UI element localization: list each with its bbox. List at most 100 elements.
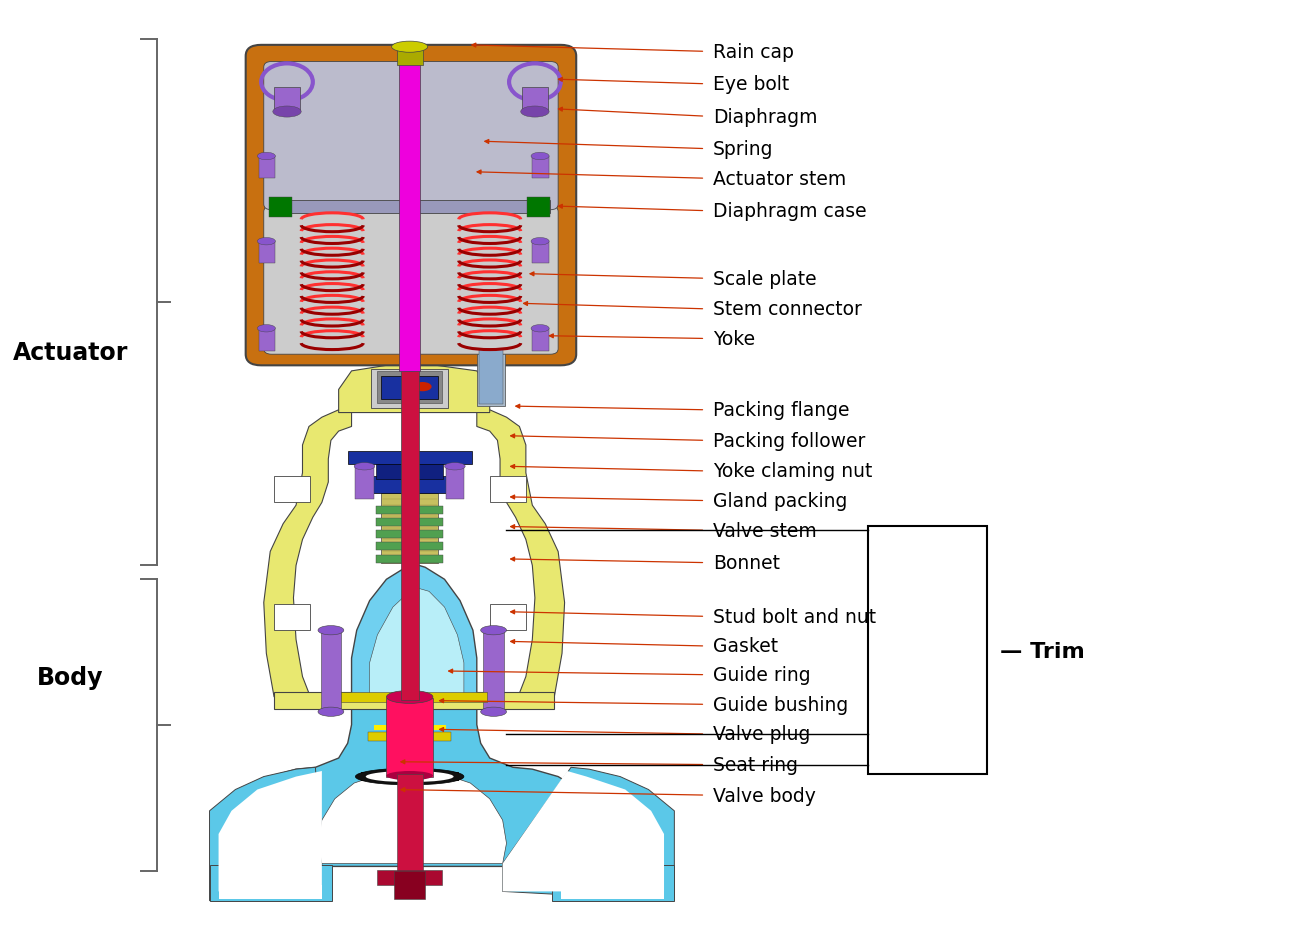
Text: Gland packing: Gland packing	[713, 492, 847, 510]
Bar	[361, 772, 459, 781]
Polygon shape	[210, 767, 323, 901]
Ellipse shape	[257, 325, 275, 332]
Ellipse shape	[520, 107, 549, 118]
Text: Diaphragm case: Diaphragm case	[713, 202, 867, 221]
Bar	[522, 87, 548, 110]
Text: Valve plug: Valve plug	[713, 725, 810, 743]
Bar	[258, 329, 275, 351]
Bar	[269, 198, 292, 218]
Text: Stud bolt and nut: Stud bolt and nut	[713, 607, 876, 626]
Bar	[376, 543, 443, 550]
Bar	[387, 698, 433, 777]
Bar	[527, 198, 551, 218]
Bar	[401, 368, 418, 700]
Bar	[368, 732, 451, 741]
Polygon shape	[351, 563, 477, 697]
Bar	[477, 346, 505, 406]
Bar	[378, 371, 442, 404]
Text: — Trim: — Trim	[1000, 641, 1084, 661]
Ellipse shape	[387, 771, 433, 780]
Bar	[446, 467, 464, 499]
Ellipse shape	[400, 55, 420, 62]
Polygon shape	[502, 767, 674, 901]
Ellipse shape	[355, 768, 464, 785]
Bar	[532, 157, 549, 179]
Ellipse shape	[444, 463, 465, 470]
Text: Gasket: Gasket	[713, 637, 779, 656]
Text: Valve stem: Valve stem	[713, 522, 817, 540]
Bar	[347, 451, 472, 465]
Ellipse shape	[319, 625, 343, 635]
Text: Actuator stem: Actuator stem	[713, 170, 847, 188]
Text: Packing flange: Packing flange	[713, 401, 850, 419]
Polygon shape	[477, 410, 565, 697]
Text: Bonnet: Bonnet	[713, 553, 780, 573]
Bar	[274, 87, 300, 110]
Bar	[274, 477, 311, 503]
Bar	[484, 630, 503, 712]
Bar	[382, 376, 438, 399]
Text: Diaphragm: Diaphragm	[713, 108, 818, 126]
Polygon shape	[219, 771, 323, 892]
Polygon shape	[502, 771, 665, 892]
Polygon shape	[338, 362, 490, 413]
Bar	[490, 605, 526, 630]
Ellipse shape	[387, 690, 433, 703]
Bar	[395, 871, 425, 899]
Text: Valve body: Valve body	[713, 786, 815, 805]
Text: Eye bolt: Eye bolt	[713, 75, 789, 94]
Bar	[341, 692, 488, 702]
Text: Seat ring: Seat ring	[713, 755, 798, 774]
Bar	[561, 885, 665, 899]
Text: Rain cap: Rain cap	[713, 43, 794, 62]
Ellipse shape	[531, 153, 549, 161]
Text: Stem connector: Stem connector	[713, 300, 861, 319]
Bar	[376, 519, 443, 526]
Bar	[490, 477, 526, 503]
Bar	[480, 349, 502, 405]
Text: Packing follower: Packing follower	[713, 432, 865, 450]
Ellipse shape	[257, 153, 275, 161]
Polygon shape	[264, 410, 351, 697]
Bar	[371, 369, 448, 408]
Ellipse shape	[531, 325, 549, 332]
Bar	[552, 866, 674, 901]
Bar	[382, 494, 438, 563]
Bar	[378, 870, 442, 885]
Bar	[219, 885, 323, 899]
Bar	[532, 329, 549, 351]
Bar	[376, 556, 443, 563]
Ellipse shape	[481, 625, 506, 635]
Bar	[868, 527, 987, 774]
Text: Actuator: Actuator	[12, 341, 127, 365]
Text: Spring: Spring	[713, 140, 773, 159]
Ellipse shape	[354, 463, 375, 470]
Ellipse shape	[392, 42, 427, 53]
Ellipse shape	[413, 382, 431, 392]
Bar	[210, 866, 332, 901]
Ellipse shape	[401, 365, 418, 372]
Bar	[376, 531, 443, 538]
Bar	[271, 201, 551, 214]
Ellipse shape	[481, 707, 506, 716]
Bar	[258, 157, 275, 179]
Ellipse shape	[257, 238, 275, 246]
FancyBboxPatch shape	[245, 45, 577, 366]
Text: Yoke: Yoke	[713, 329, 755, 349]
Bar	[258, 242, 275, 264]
Bar	[397, 774, 422, 871]
Text: Body: Body	[37, 664, 104, 689]
Bar	[274, 605, 311, 630]
Polygon shape	[370, 586, 464, 695]
FancyBboxPatch shape	[264, 62, 558, 211]
Text: Scale plate: Scale plate	[713, 269, 817, 289]
Text: Guide ring: Guide ring	[713, 665, 810, 685]
Bar	[371, 477, 448, 494]
Text: Yoke claming nut: Yoke claming nut	[713, 462, 872, 481]
Bar	[274, 692, 555, 709]
Bar	[397, 45, 422, 66]
Bar	[532, 242, 549, 264]
Bar	[374, 725, 446, 730]
Bar	[321, 630, 341, 712]
Ellipse shape	[319, 707, 343, 716]
